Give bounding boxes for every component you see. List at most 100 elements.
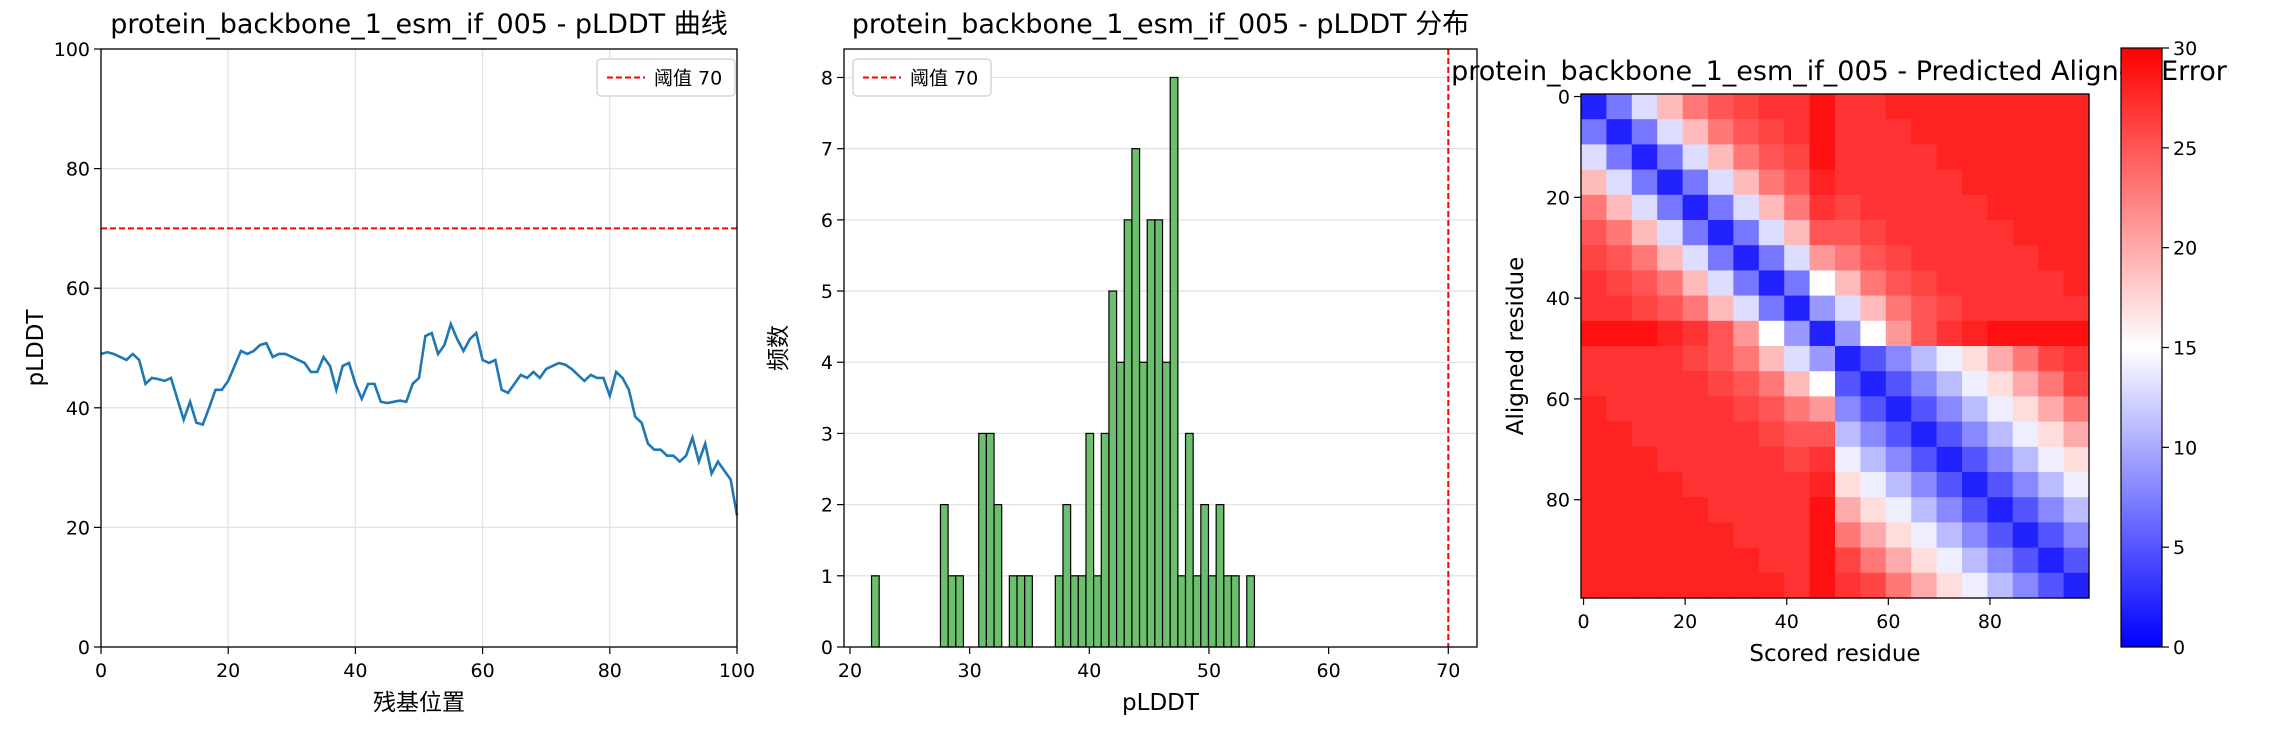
pae-cell	[1885, 220, 1912, 246]
pae-cell	[1885, 169, 1912, 196]
pae-cell	[1835, 346, 1861, 372]
pae-cell	[1987, 295, 2014, 322]
colorbar-tick-label: 30	[2173, 38, 2197, 60]
pae-cell	[1835, 194, 1861, 221]
pae-cell	[1809, 295, 1836, 322]
pae-cell	[2063, 270, 2090, 297]
pae-cell	[2063, 245, 2090, 271]
pae-cell	[2063, 346, 2090, 372]
pae-cell	[1860, 194, 1887, 221]
histogram-bar	[1230, 575, 1240, 648]
pae-cell	[1962, 547, 1988, 574]
pae-cell	[1835, 94, 1861, 120]
pae-cell	[1581, 169, 1607, 196]
pae-cell	[1784, 421, 1811, 448]
colorbar-tick-label: 20	[2173, 238, 2197, 260]
pae-cell	[1860, 446, 1887, 473]
histogram-bar	[955, 575, 965, 648]
pae-cell	[2012, 194, 2039, 221]
pae-cell	[1606, 270, 1633, 297]
pae-cell	[1987, 220, 2014, 246]
pae-cell	[1784, 320, 1811, 347]
y-axis-label: Aligned residue	[1503, 257, 1529, 436]
pae-cell	[1809, 446, 1836, 473]
pae-cell	[1631, 371, 1658, 397]
pae-cell	[1606, 320, 1633, 347]
pae-cell	[1758, 119, 1785, 145]
x-tick-label: 50	[1197, 660, 1221, 682]
pae-cell	[2038, 522, 2065, 549]
pae-cell	[1809, 144, 1836, 171]
pae-cell	[1581, 270, 1607, 297]
pae-cell	[1784, 119, 1811, 145]
pae-cell	[1885, 245, 1912, 271]
pae-cell	[1936, 497, 1963, 523]
axes-frame	[843, 48, 1478, 648]
pae-cell	[1860, 522, 1887, 549]
pae-cell	[1581, 295, 1607, 322]
colorbar-tick-label: 25	[2173, 138, 2197, 160]
pae-cell	[1657, 194, 1684, 221]
pae-cell	[1809, 472, 1836, 498]
pae-cell	[1682, 396, 1709, 423]
pae-cell	[1606, 572, 1633, 599]
pae-cell	[1860, 245, 1887, 271]
pae-cell	[1657, 94, 1684, 120]
pae-cell	[2038, 245, 2065, 271]
pae-cell	[1657, 472, 1684, 498]
pae-cell	[1987, 522, 2014, 549]
pae-cell	[2012, 169, 2039, 196]
histogram-bar	[1008, 575, 1018, 648]
pae-cell	[1682, 144, 1709, 171]
pae-cell	[1911, 169, 1938, 196]
pae-cell	[1606, 194, 1633, 221]
pae-cell	[1962, 497, 1988, 523]
pae-cell	[1758, 320, 1785, 347]
pae-cell	[1911, 421, 1938, 448]
pae-cell	[1708, 94, 1734, 120]
pae-cell	[1581, 119, 1607, 145]
pae-cell	[1631, 522, 1658, 549]
pae-cell	[1682, 94, 1709, 120]
colorbar-tick-label: 5	[2173, 537, 2185, 559]
pae-cell	[1733, 572, 1760, 599]
histogram-bar	[1054, 575, 1064, 648]
pae-cell	[2038, 94, 2065, 120]
pae-cell	[1784, 497, 1811, 523]
pae-cell	[1936, 119, 1963, 145]
pae-cell	[1809, 572, 1836, 599]
pae-cell	[1606, 295, 1633, 322]
pae-cell	[1784, 547, 1811, 574]
pae-cell	[1885, 472, 1912, 498]
pae-cell	[1657, 220, 1684, 246]
pae-cell	[1936, 421, 1963, 448]
pae-cell	[1936, 572, 1963, 599]
histogram-bar	[1108, 290, 1118, 648]
pae-cell	[1860, 94, 1887, 120]
pae-cell	[1708, 371, 1734, 397]
legend-label: 阈值 70	[654, 68, 722, 90]
pae-cell	[1911, 572, 1938, 599]
pae-cell	[1708, 446, 1734, 473]
pae-cell	[1860, 547, 1887, 574]
x-tick-label: 80	[1978, 611, 2002, 633]
pae-cell	[2012, 320, 2039, 347]
pae-cell	[1784, 144, 1811, 171]
pae-cell	[2012, 572, 2039, 599]
pae-cell	[1936, 270, 1963, 297]
pae-cell	[1657, 169, 1684, 196]
plddt-line	[100, 320, 739, 516]
pae-cell	[1835, 547, 1861, 574]
pae-cell	[1987, 472, 2014, 498]
pae-cell	[1606, 119, 1633, 145]
pae-cell	[1606, 472, 1633, 498]
pae-cell	[1733, 144, 1760, 171]
pae-cell	[1631, 270, 1658, 297]
pae-cell	[2038, 169, 2065, 196]
pae-cell	[2038, 194, 2065, 221]
pae-cell	[1606, 497, 1633, 523]
pae-cell	[1733, 169, 1760, 196]
pae-cell	[2038, 295, 2065, 322]
histogram-bar	[1169, 76, 1179, 648]
pae-cell	[2012, 119, 2039, 145]
